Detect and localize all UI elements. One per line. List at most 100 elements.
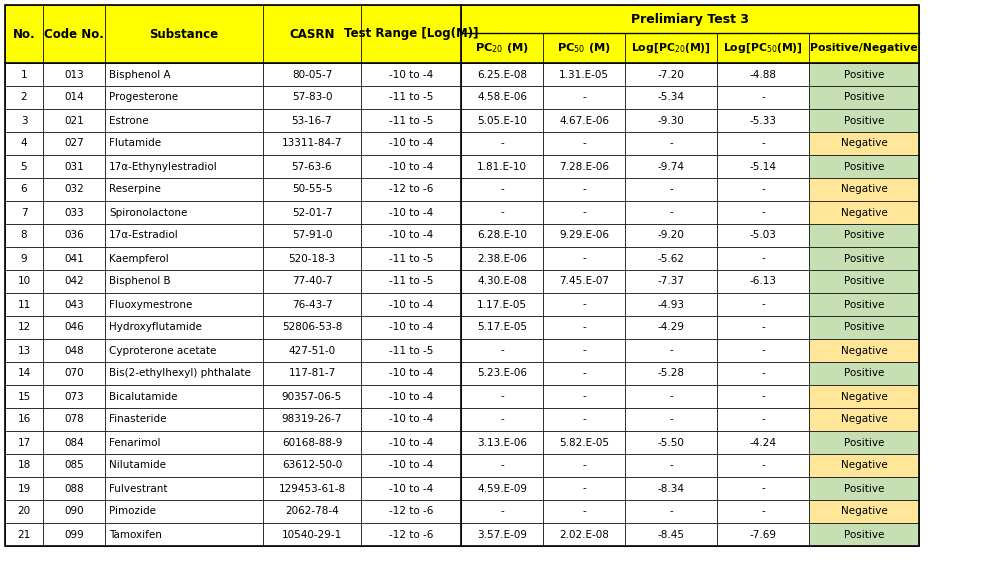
Text: -6.13: -6.13	[748, 276, 776, 286]
Bar	[361, 155, 461, 178]
Bar	[43, 293, 105, 316]
Bar	[5, 339, 43, 362]
Bar	[263, 385, 361, 408]
Bar	[461, 109, 542, 132]
Text: Estrone: Estrone	[109, 115, 148, 125]
Bar	[716, 201, 809, 224]
Text: -: -	[761, 254, 765, 263]
Bar	[624, 201, 716, 224]
Text: 7.45.E-07: 7.45.E-07	[558, 276, 608, 286]
Text: -10 to -4: -10 to -4	[389, 162, 433, 172]
Bar	[716, 86, 809, 109]
Bar	[5, 224, 43, 247]
Text: -12 to -6: -12 to -6	[389, 185, 433, 194]
Bar	[361, 316, 461, 339]
Bar	[263, 477, 361, 500]
Text: -: -	[668, 185, 672, 194]
Bar	[542, 132, 624, 155]
Bar	[263, 362, 361, 385]
Text: Positive: Positive	[843, 276, 884, 286]
Text: -7.20: -7.20	[657, 69, 683, 80]
Bar	[624, 362, 716, 385]
Bar	[105, 523, 263, 546]
Bar	[361, 362, 461, 385]
Bar	[716, 247, 809, 270]
Text: -: -	[761, 392, 765, 402]
Bar	[461, 86, 542, 109]
Text: -11 to -5: -11 to -5	[389, 254, 433, 263]
Text: Positive: Positive	[843, 437, 884, 447]
Bar	[263, 178, 361, 201]
Text: 036: 036	[64, 231, 84, 241]
Text: 129453-61-8: 129453-61-8	[279, 484, 346, 493]
Text: 5.05.E-10: 5.05.E-10	[477, 115, 526, 125]
Bar	[542, 362, 624, 385]
Text: Positive: Positive	[843, 323, 884, 332]
Text: -: -	[500, 415, 503, 424]
Bar	[5, 454, 43, 477]
Text: -10 to -4: -10 to -4	[389, 138, 433, 149]
Bar	[361, 132, 461, 155]
Bar	[5, 63, 43, 86]
Text: -4.24: -4.24	[748, 437, 776, 447]
Text: Reserpine: Reserpine	[109, 185, 160, 194]
Bar	[716, 477, 809, 500]
Bar	[809, 178, 918, 201]
Text: -10 to -4: -10 to -4	[389, 299, 433, 310]
Bar	[5, 109, 43, 132]
Text: Positive/Negative: Positive/Negative	[810, 43, 917, 53]
Text: 17α-Estradiol: 17α-Estradiol	[109, 231, 178, 241]
Bar	[43, 385, 105, 408]
Bar	[263, 339, 361, 362]
Bar	[105, 270, 263, 293]
Text: 52-01-7: 52-01-7	[292, 207, 332, 218]
Text: -9.74: -9.74	[657, 162, 683, 172]
Bar	[624, 155, 716, 178]
Bar	[43, 109, 105, 132]
Bar	[361, 408, 461, 431]
Bar	[43, 201, 105, 224]
Text: -: -	[500, 392, 503, 402]
Text: Substance: Substance	[149, 28, 218, 41]
Bar	[263, 109, 361, 132]
Bar	[461, 385, 542, 408]
Bar	[716, 33, 809, 63]
Bar	[105, 201, 263, 224]
Bar	[105, 500, 263, 523]
Text: 53-16-7: 53-16-7	[292, 115, 332, 125]
Text: -5.28: -5.28	[657, 368, 683, 379]
Bar	[809, 201, 918, 224]
Text: -: -	[581, 254, 585, 263]
Bar	[263, 293, 361, 316]
Text: 027: 027	[64, 138, 84, 149]
Text: -11 to -5: -11 to -5	[389, 346, 433, 355]
Bar	[624, 523, 716, 546]
Text: -: -	[581, 138, 585, 149]
Text: -: -	[761, 346, 765, 355]
Bar	[716, 362, 809, 385]
Bar	[716, 270, 809, 293]
Text: 12: 12	[17, 323, 31, 332]
Bar	[263, 431, 361, 454]
Text: Bis(2-ethylhexyl) phthalate: Bis(2-ethylhexyl) phthalate	[109, 368, 250, 379]
Text: 4.67.E-06: 4.67.E-06	[558, 115, 608, 125]
Text: -: -	[761, 207, 765, 218]
Bar	[809, 339, 918, 362]
Text: -12 to -6: -12 to -6	[389, 529, 433, 540]
Bar	[105, 362, 263, 385]
Text: 57-63-6: 57-63-6	[292, 162, 332, 172]
Bar	[263, 86, 361, 109]
Text: Positive: Positive	[843, 529, 884, 540]
Text: 427-51-0: 427-51-0	[289, 346, 336, 355]
Text: -10 to -4: -10 to -4	[389, 323, 433, 332]
Text: 57-83-0: 57-83-0	[292, 93, 332, 102]
Bar	[43, 178, 105, 201]
Bar	[809, 86, 918, 109]
Bar	[105, 5, 263, 63]
Bar	[5, 431, 43, 454]
Bar	[461, 247, 542, 270]
Text: Negative: Negative	[840, 185, 887, 194]
Bar	[461, 33, 542, 63]
Text: Spironolactone: Spironolactone	[109, 207, 187, 218]
Bar	[809, 477, 918, 500]
